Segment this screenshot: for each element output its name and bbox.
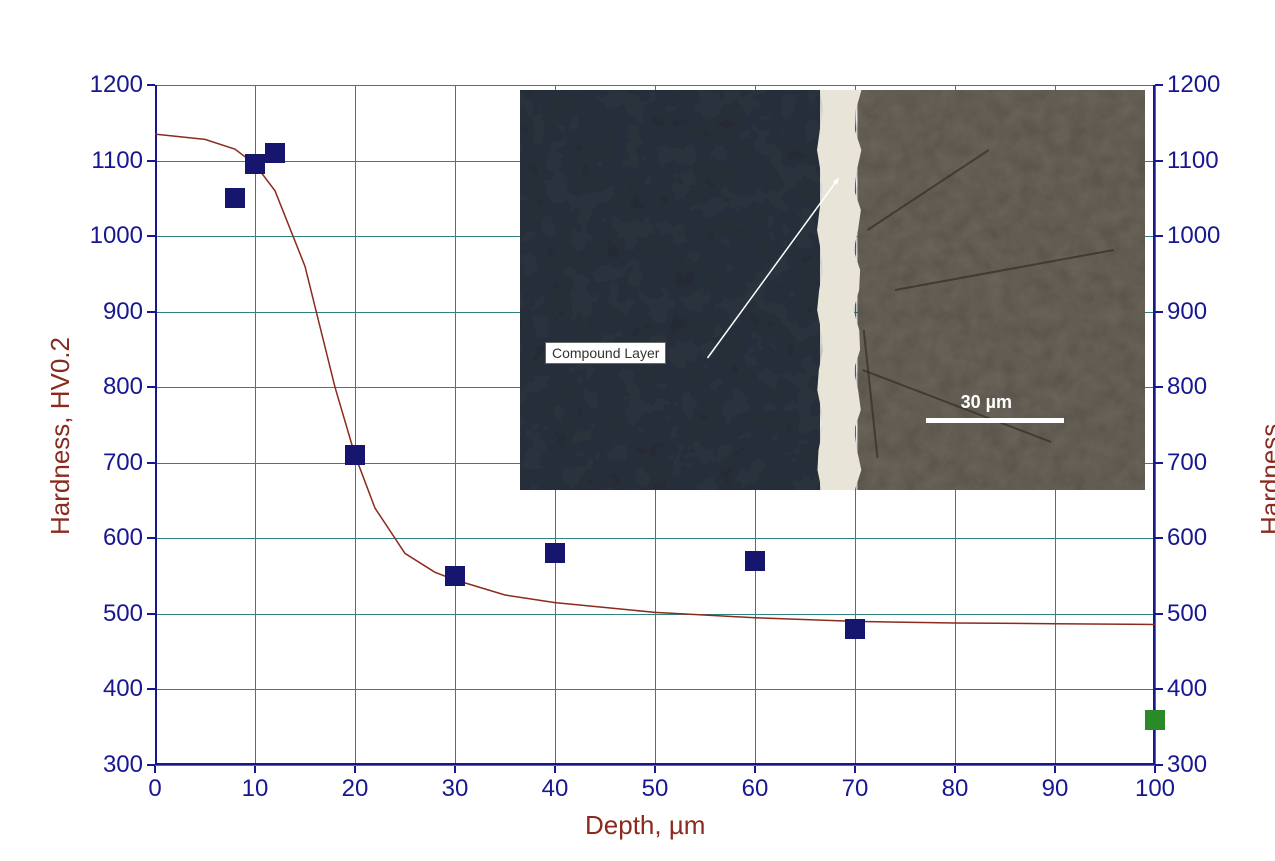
y-left-tick-mark: [147, 613, 155, 615]
y-left-tick-label: 1200: [90, 71, 143, 99]
chart-container: Depth, µm Hardness, HV0.2 Hardness, HV0.…: [0, 0, 1275, 861]
y-right-tick-mark: [1155, 688, 1163, 690]
y-right-tick-mark: [1155, 462, 1163, 464]
y-left-tick-mark: [147, 386, 155, 388]
y-right-tick-label: 1000: [1167, 222, 1220, 250]
y-right-tick-label: 700: [1167, 449, 1207, 477]
y-left-tick-mark: [147, 235, 155, 237]
x-tick-label: 30: [430, 775, 480, 803]
y-right-tick-label: 500: [1167, 600, 1207, 628]
y-left-tick-mark: [147, 688, 155, 690]
y-left-tick-label: 900: [103, 298, 143, 326]
hardness-data-point: [265, 143, 285, 163]
y-right-axis-title: Hardness, HV0.2: [1255, 417, 1275, 536]
hardness-data-point: [245, 154, 265, 174]
x-tick-label: 10: [230, 775, 280, 803]
x-tick-label: 20: [330, 775, 380, 803]
y-left-tick-label: 500: [103, 600, 143, 628]
y-right-tick-mark: [1155, 160, 1163, 162]
x-tick-mark: [1054, 765, 1056, 773]
y-right-tick-mark: [1155, 764, 1163, 766]
hardness-data-point: [545, 543, 565, 563]
y-right-tick-label: 400: [1167, 675, 1207, 703]
x-tick-mark: [654, 765, 656, 773]
x-tick-label: 90: [1030, 775, 1080, 803]
gridline-v: [1155, 85, 1156, 765]
core-hardness-point: [1145, 710, 1165, 730]
y-left-tick-mark: [147, 764, 155, 766]
x-tick-mark: [854, 765, 856, 773]
y-right-tick-mark: [1155, 84, 1163, 86]
scalebar-text: 30 µm: [961, 392, 1012, 413]
y-right-tick-label: 600: [1167, 524, 1207, 552]
x-tick-label: 50: [630, 775, 680, 803]
gridline-h: [155, 765, 1155, 766]
y-left-tick-label: 1000: [90, 222, 143, 250]
x-tick-label: 0: [130, 775, 180, 803]
y-right-tick-label: 1100: [1167, 147, 1219, 175]
y-right-tick-label: 800: [1167, 373, 1207, 401]
x-tick-label: 60: [730, 775, 780, 803]
x-tick-mark: [454, 765, 456, 773]
y-right-tick-mark: [1155, 235, 1163, 237]
x-tick-mark: [1154, 765, 1156, 773]
y-left-tick-mark: [147, 311, 155, 313]
x-tick-mark: [754, 765, 756, 773]
hardness-data-point: [745, 551, 765, 571]
inset-svg: [520, 90, 1145, 490]
y-left-tick-label: 800: [103, 373, 143, 401]
hardness-data-point: [225, 188, 245, 208]
y-left-tick-label: 300: [103, 751, 143, 779]
y-left-tick-label: 600: [103, 524, 143, 552]
y-left-tick-label: 700: [103, 449, 143, 477]
y-left-axis-title: Hardness, HV0.2: [45, 337, 76, 535]
y-right-tick-label: 1200: [1167, 71, 1220, 99]
y-right-tick-mark: [1155, 386, 1163, 388]
y-right-tick-mark: [1155, 537, 1163, 539]
x-tick-mark: [354, 765, 356, 773]
x-tick-mark: [554, 765, 556, 773]
inset-micrograph: Compound Layer 30 µm: [520, 90, 1145, 490]
x-tick-label: 80: [930, 775, 980, 803]
x-tick-mark: [254, 765, 256, 773]
scalebar: [926, 418, 1064, 423]
y-right-tick-mark: [1155, 613, 1163, 615]
y-right-tick-label: 900: [1167, 298, 1207, 326]
hardness-data-point: [445, 566, 465, 586]
y-left-tick-mark: [147, 160, 155, 162]
y-left-tick-mark: [147, 537, 155, 539]
y-right-tick-mark: [1155, 311, 1163, 313]
y-left-tick-label: 1100: [91, 147, 143, 175]
x-tick-label: 70: [830, 775, 880, 803]
hardness-data-point: [345, 445, 365, 465]
x-tick-label: 40: [530, 775, 580, 803]
y-left-tick-mark: [147, 462, 155, 464]
x-axis-title: Depth, µm: [585, 810, 705, 841]
y-left-tick-mark: [147, 84, 155, 86]
x-tick-mark: [954, 765, 956, 773]
hardness-data-point: [845, 619, 865, 639]
x-tick-label: 100: [1130, 775, 1180, 803]
y-right-tick-label: 300: [1167, 751, 1207, 779]
x-tick-mark: [154, 765, 156, 773]
y-left-tick-label: 400: [103, 675, 143, 703]
compound-layer-label: Compound Layer: [545, 342, 666, 364]
